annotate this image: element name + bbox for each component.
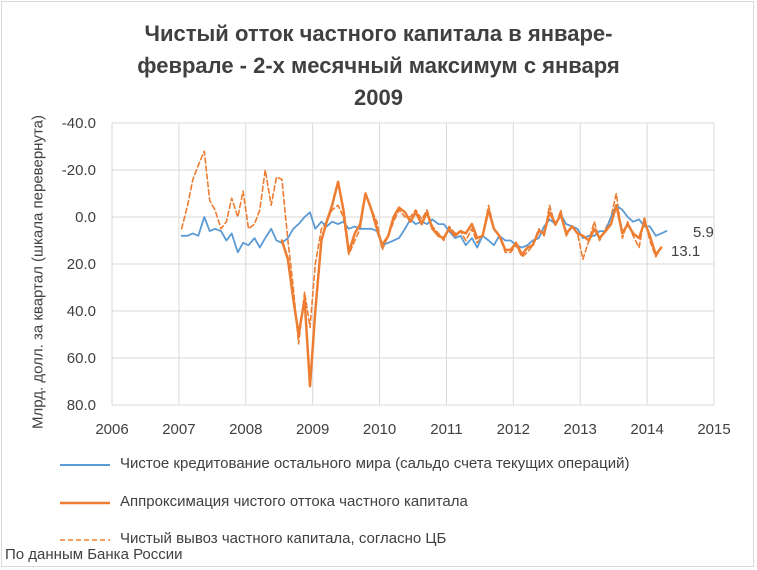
legend-label-cb-outflow: Чистый вывоз частного капитала, согласно… (120, 530, 447, 547)
legend-swatch-current-account (60, 464, 110, 466)
x-tick-label: 2014 (630, 421, 663, 438)
legend-label-current-account: Чистое кредитование остального мира (сал… (120, 455, 630, 472)
chart-title-line-2: феврале - 2-х месячный максимум с января (137, 53, 620, 78)
legend-swatch-cb-outflow (60, 539, 110, 541)
series-line-cb-outflow (180, 150, 663, 345)
y-tick-label: 80.0 (67, 397, 96, 414)
chart-title-line-3: 2009 (354, 85, 403, 110)
legend-label-approx-outflow: Аппроксимация чистого оттока частного ка… (120, 493, 468, 510)
y-axis-title: Млрд. долл. за квартал (шкала перевернут… (29, 115, 47, 429)
y-tick-label: -40.0 (62, 115, 96, 132)
x-tick-label: 2009 (296, 421, 329, 438)
y-tick-label: 40.0 (67, 303, 96, 320)
x-tick-label: 2007 (162, 421, 195, 438)
x-tick-label: 2010 (363, 421, 396, 438)
legend-swatch-approx-outflow (60, 501, 110, 505)
source-note: По данным Банка России (5, 546, 183, 563)
y-tick-label: 20.0 (67, 256, 96, 273)
annotation-value-current-account: 5.9 (693, 224, 714, 241)
chart-title-line-1: Чистый отток частного капитала в январе- (144, 21, 613, 46)
y-tick-label: -20.0 (62, 162, 96, 179)
x-tick-label: 2011 (430, 421, 462, 438)
annotation-value-outflow: 13.1 (671, 243, 700, 260)
x-tick-label: 2013 (564, 421, 597, 438)
x-tick-label: 2006 (95, 421, 128, 438)
chart-title: Чистый отток частного капитала в январе-… (0, 18, 757, 114)
y-tick-label: 60.0 (67, 350, 96, 367)
series-line-approx-outflow (280, 180, 663, 388)
y-tick-label: 0.0 (75, 209, 96, 226)
x-tick-label: 2015 (697, 421, 730, 438)
x-tick-label: 2012 (497, 421, 530, 438)
x-tick-label: 2008 (229, 421, 262, 438)
